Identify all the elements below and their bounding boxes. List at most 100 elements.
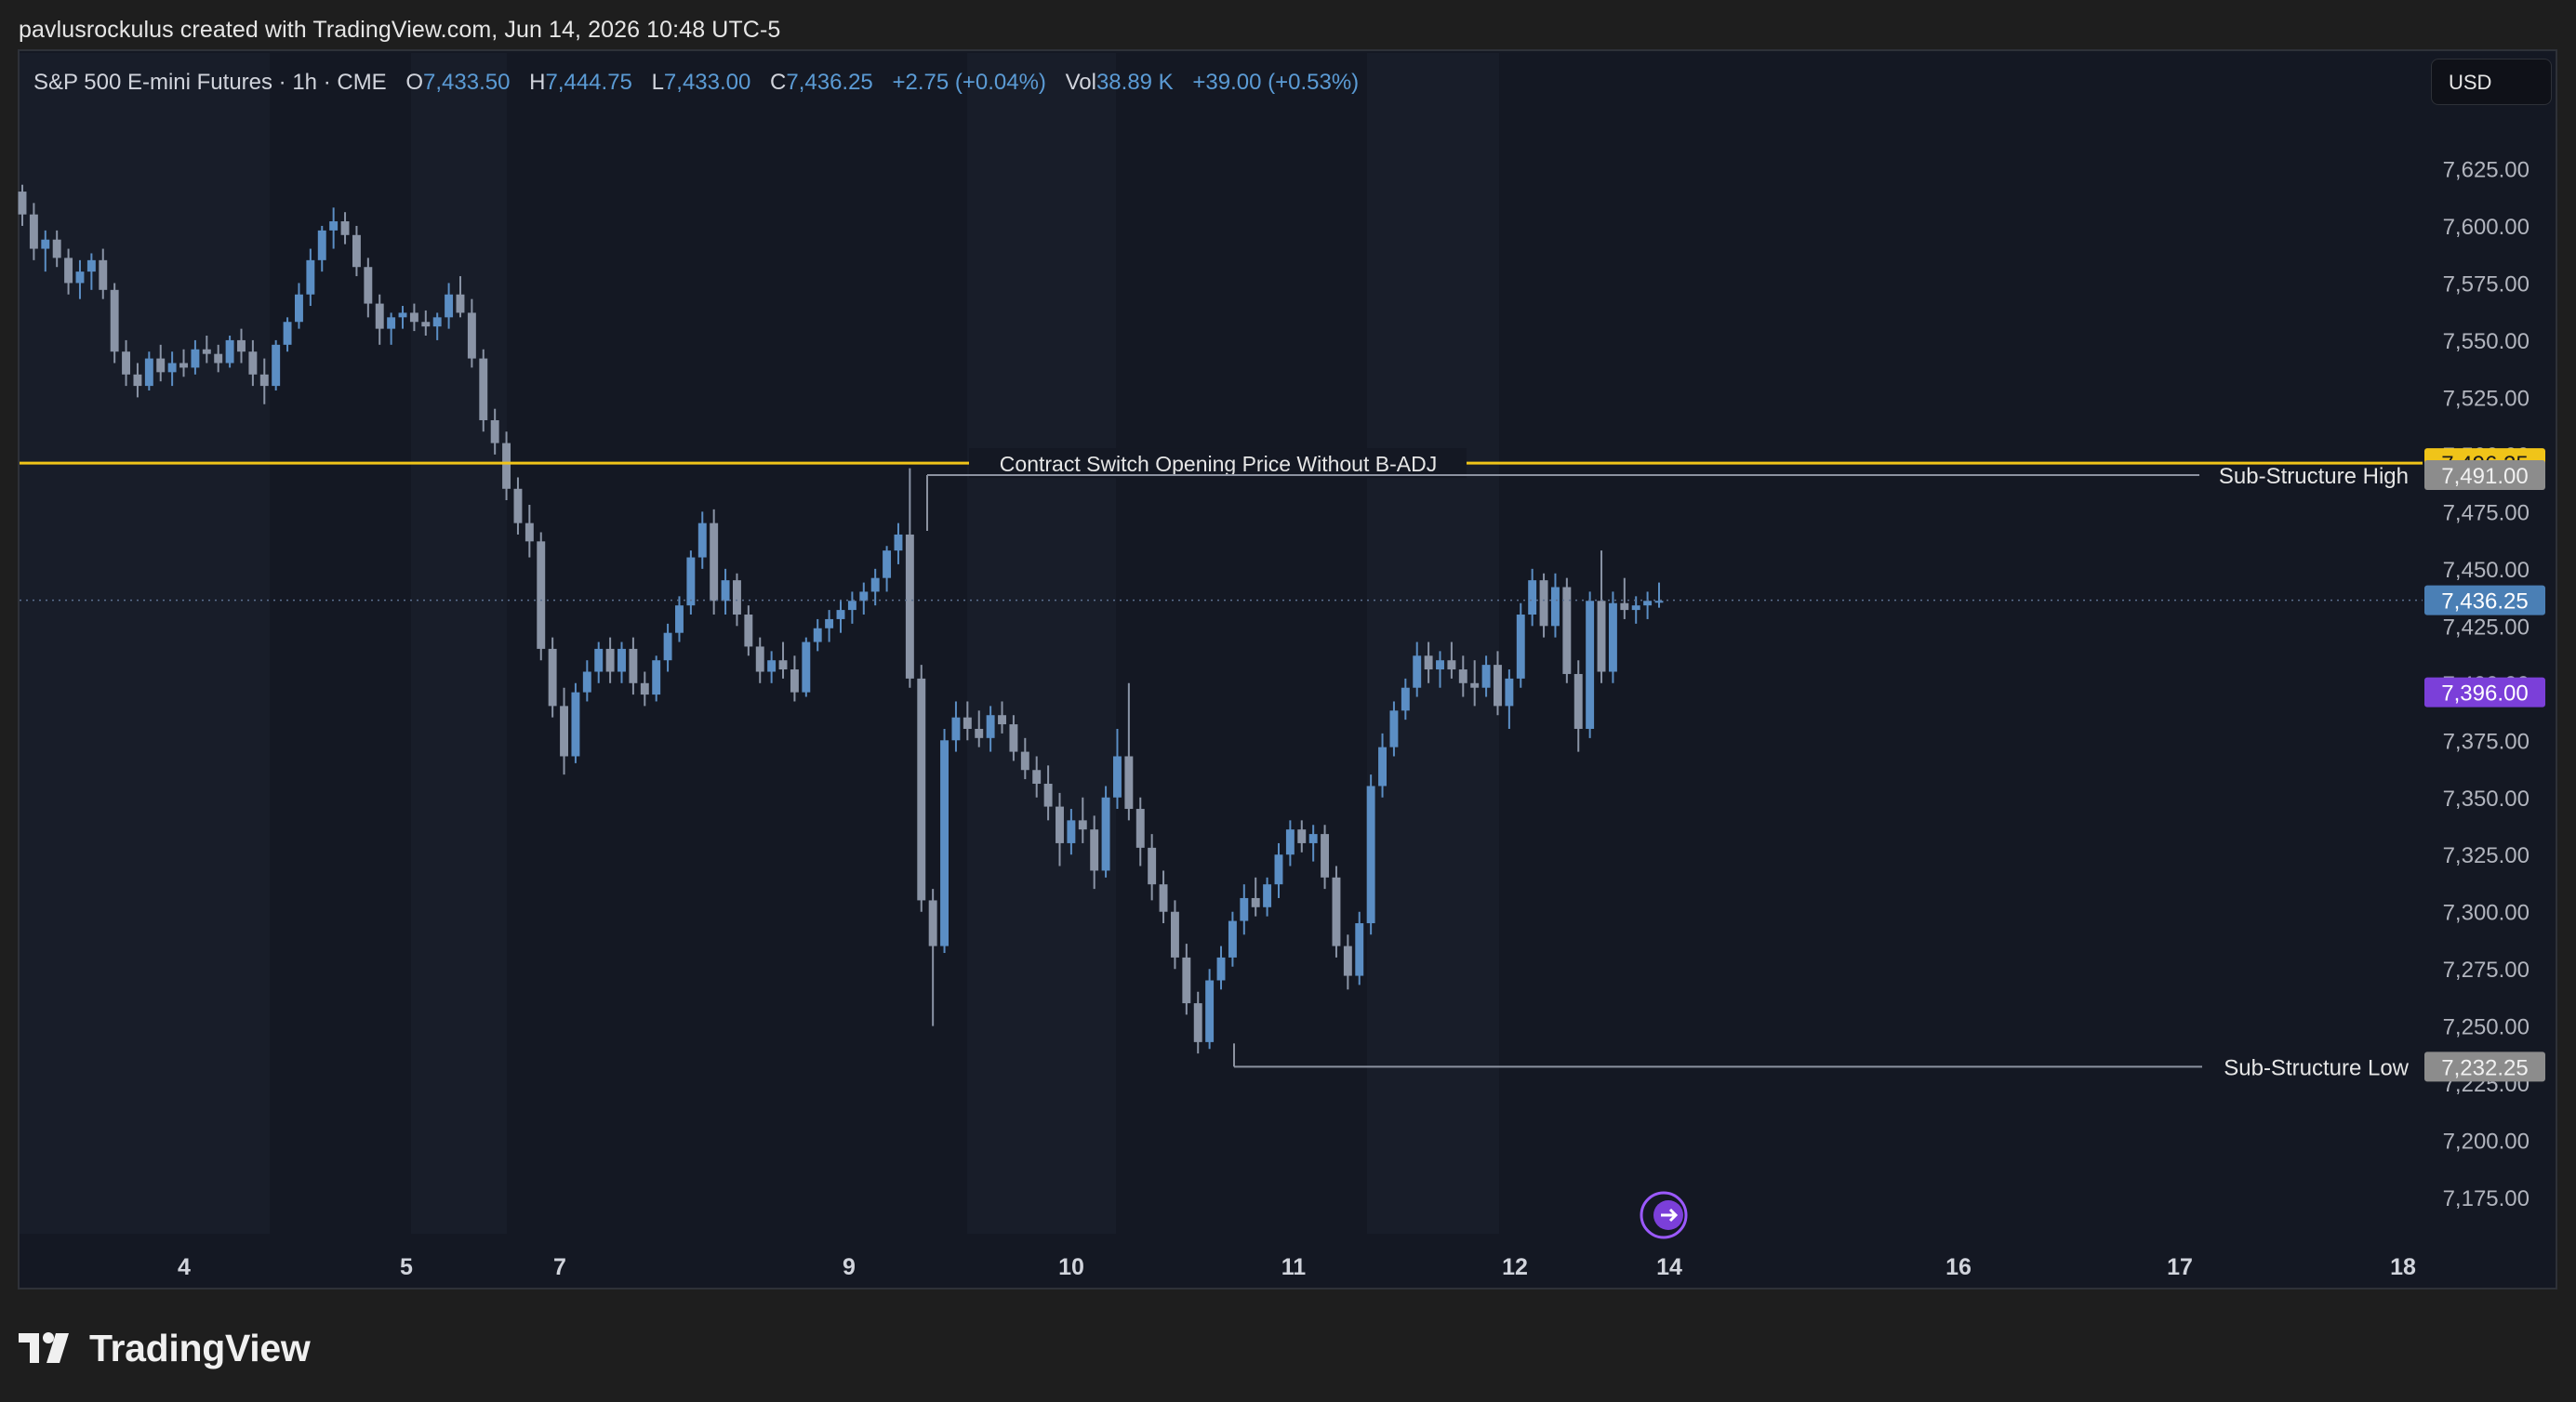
candle-body[interactable] xyxy=(998,715,1006,725)
candle-body[interactable] xyxy=(629,648,638,683)
candle-body[interactable] xyxy=(1573,673,1583,729)
candle-body[interactable] xyxy=(1020,751,1029,771)
candle-body[interactable] xyxy=(1124,756,1134,810)
candle-body[interactable] xyxy=(122,351,131,375)
candle-body[interactable] xyxy=(940,740,949,946)
candle-body[interactable] xyxy=(432,317,442,327)
candle-body[interactable] xyxy=(1332,877,1341,946)
candle-body[interactable] xyxy=(675,605,684,633)
candle-body[interactable] xyxy=(1597,601,1606,672)
candle-body[interactable] xyxy=(1216,957,1226,981)
candle-body[interactable] xyxy=(605,648,615,672)
candle-body[interactable] xyxy=(1056,806,1064,843)
sub-structure-low-price-tag-bg[interactable] xyxy=(2424,1052,2545,1082)
candle-body[interactable] xyxy=(490,419,499,443)
candle-body[interactable] xyxy=(467,312,476,359)
candle-body[interactable] xyxy=(905,534,914,679)
candle-body[interactable] xyxy=(1562,587,1572,674)
candle-body[interactable] xyxy=(710,522,719,602)
candle-body[interactable] xyxy=(1528,580,1537,615)
candle-body[interactable] xyxy=(156,358,166,373)
candle-body[interactable] xyxy=(847,601,856,611)
candle-body[interactable] xyxy=(99,259,108,290)
candle-body[interactable] xyxy=(1355,923,1364,976)
candle-body[interactable] xyxy=(582,671,591,693)
candle-body[interactable] xyxy=(767,660,777,672)
candle-body[interactable] xyxy=(1620,602,1629,611)
candle-body[interactable] xyxy=(1413,655,1422,688)
candle-body[interactable] xyxy=(813,628,822,642)
candle-body[interactable] xyxy=(1654,601,1664,603)
candle-body[interactable] xyxy=(1470,682,1480,688)
candle-body[interactable] xyxy=(144,358,153,387)
candle-body[interactable] xyxy=(1193,1003,1202,1042)
current-price-tag-bg[interactable] xyxy=(2424,585,2545,615)
candle-body[interactable] xyxy=(744,615,753,647)
candle-body[interactable] xyxy=(1251,897,1260,907)
candle-body[interactable] xyxy=(1505,678,1514,707)
candle-body[interactable] xyxy=(1148,847,1157,885)
candle-body[interactable] xyxy=(1297,829,1307,843)
candle-body[interactable] xyxy=(640,682,649,695)
candle-body[interactable] xyxy=(1043,784,1053,807)
candle-body[interactable] xyxy=(398,312,407,318)
candle-body[interactable] xyxy=(179,363,188,368)
candle-body[interactable] xyxy=(283,322,292,345)
candle-body[interactable] xyxy=(721,580,730,602)
candle-body[interactable] xyxy=(225,339,234,364)
candle-body[interactable] xyxy=(86,259,96,272)
candle-body[interactable] xyxy=(1170,911,1179,958)
candle-body[interactable] xyxy=(1240,897,1249,921)
candle-body[interactable] xyxy=(64,258,73,284)
candle-body[interactable] xyxy=(1135,809,1145,848)
candle-body[interactable] xyxy=(479,358,488,420)
candle-body[interactable] xyxy=(1321,834,1330,878)
candle-body[interactable] xyxy=(1182,957,1191,1004)
candle-body[interactable] xyxy=(560,706,568,757)
candle-body[interactable] xyxy=(29,214,38,249)
candle-body[interactable] xyxy=(652,660,661,695)
candle-body[interactable] xyxy=(1447,660,1456,670)
sub-structure-high-price-tag-bg[interactable] xyxy=(2424,460,2545,491)
candle-body[interactable] xyxy=(1205,980,1215,1042)
candle-body[interactable] xyxy=(340,221,350,235)
event-icon[interactable] xyxy=(1640,1191,1688,1239)
candle-body[interactable] xyxy=(1608,602,1617,672)
currency-button[interactable]: USD xyxy=(2431,59,2552,105)
candle-body[interactable] xyxy=(248,351,258,375)
candle-body[interactable] xyxy=(663,632,672,661)
tradingview-logo[interactable]: TradingView xyxy=(19,1325,311,1371)
candle-body[interactable] xyxy=(352,234,361,268)
candle-body[interactable] xyxy=(802,641,811,693)
candle-body[interactable] xyxy=(1366,786,1375,924)
candle-body[interactable] xyxy=(778,660,788,670)
candle-body[interactable] xyxy=(594,648,604,672)
candle-body[interactable] xyxy=(732,580,741,615)
candle-body[interactable] xyxy=(1481,665,1491,688)
candle-body[interactable] xyxy=(1285,829,1295,855)
symbol-title[interactable]: S&P 500 E-mini Futures · 1h · CME xyxy=(33,70,387,95)
candle-body[interactable] xyxy=(1643,601,1653,606)
candle-body[interactable] xyxy=(237,339,246,352)
candle-body[interactable] xyxy=(1113,756,1122,798)
candle-body[interactable] xyxy=(259,374,269,387)
candle-body[interactable] xyxy=(421,322,431,327)
candle-body[interactable] xyxy=(1539,580,1548,627)
candle-body[interactable] xyxy=(1228,920,1237,958)
candle-body[interactable] xyxy=(686,557,696,606)
candle-body[interactable] xyxy=(1586,601,1595,729)
candle-body[interactable] xyxy=(928,900,937,946)
candle-body[interactable] xyxy=(75,271,85,284)
candle-body[interactable] xyxy=(202,349,211,354)
candle-body[interactable] xyxy=(537,541,546,649)
alert-price-tag-bg[interactable] xyxy=(2424,677,2545,708)
candle-body[interactable] xyxy=(513,488,523,523)
candle-body[interactable] xyxy=(317,230,326,260)
candle-body[interactable] xyxy=(1424,655,1433,670)
candle-body[interactable] xyxy=(1009,724,1018,752)
candle-body[interactable] xyxy=(1067,820,1076,843)
candle-body[interactable] xyxy=(1343,946,1352,976)
candle-body[interactable] xyxy=(1032,770,1042,784)
candle-body[interactable] xyxy=(167,363,177,373)
candle-body[interactable] xyxy=(617,648,626,672)
